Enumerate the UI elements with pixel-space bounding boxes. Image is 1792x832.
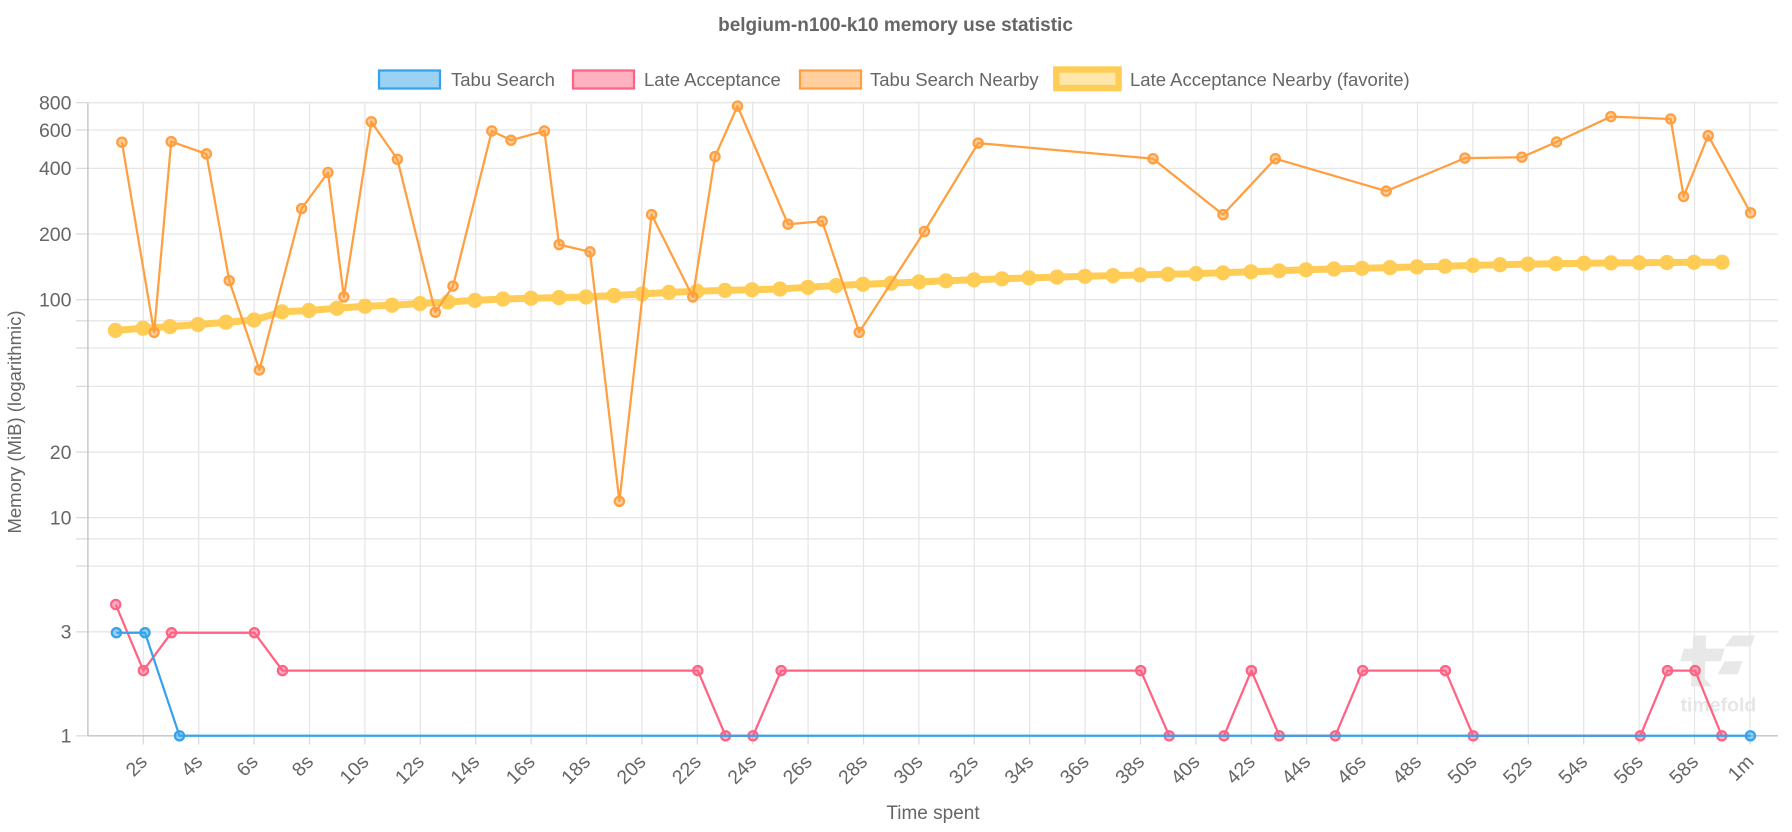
svg-text:timefold: timefold [1681,695,1757,717]
svg-text:600: 600 [39,120,72,142]
svg-text:3: 3 [61,622,72,644]
svg-text:20: 20 [50,442,72,464]
svg-text:100: 100 [39,290,72,312]
svg-text:10: 10 [50,508,72,530]
svg-text:800: 800 [39,93,72,115]
svg-text:belgium-n100-k10 memory use st: belgium-n100-k10 memory use statistic [718,15,1073,36]
svg-text:Late Acceptance: Late Acceptance [644,69,781,90]
svg-text:400: 400 [39,158,72,180]
svg-text:Late Acceptance Nearby (favori: Late Acceptance Nearby (favorite) [1130,69,1410,90]
svg-text:1: 1 [61,726,72,748]
svg-text:Tabu Search: Tabu Search [451,69,555,90]
svg-text:200: 200 [39,224,72,246]
svg-text:Memory (MiB) (logarithmic): Memory (MiB) (logarithmic) [4,310,25,533]
svg-text:Tabu Search Nearby: Tabu Search Nearby [870,69,1039,90]
svg-text:Time spent: Time spent [886,803,980,824]
